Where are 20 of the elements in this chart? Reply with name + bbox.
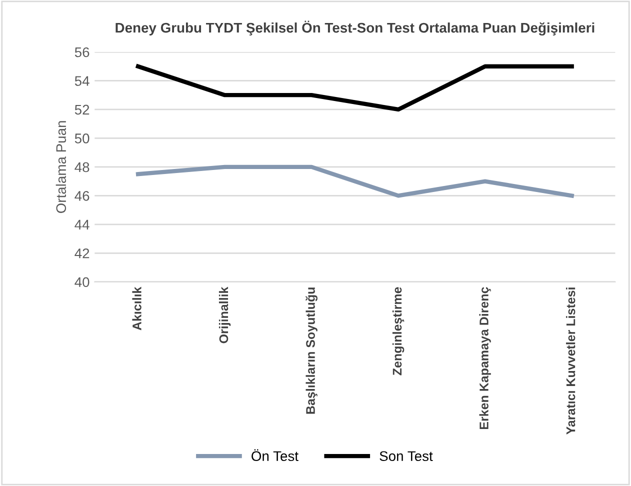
y-tick-label: 40 <box>74 277 90 288</box>
y-tick-label: 48 <box>74 162 90 172</box>
y-tick-label: 46 <box>74 191 90 201</box>
x-tick-label: Erken Kapamaya Direnç <box>479 287 491 430</box>
x-tick-label: Zenginleştirme <box>392 287 404 376</box>
y-tick-label: 52 <box>74 104 90 115</box>
y-tick-label: 42 <box>74 248 90 258</box>
x-tick-label: Başlıkların Soyutluğu <box>306 288 318 414</box>
chart-title: Deney Grubu TYDT Şekilsel Ön Test-Son Test Ortalama Puan Değişimleri <box>116 20 594 36</box>
legend-label: Son Test <box>380 451 433 462</box>
y-tick-label: 44 <box>74 220 90 230</box>
y-tick-label: 50 <box>74 134 90 144</box>
y-tick-label: 56 <box>74 47 90 58</box>
y-tick-label: 54 <box>74 76 90 86</box>
legend-label: Ön Test <box>252 449 298 462</box>
x-tick-label: Akıcılık <box>132 286 142 330</box>
x-tick-label: Yaratıcı Kuvvetler Listesi <box>566 288 576 435</box>
line-series <box>136 164 574 198</box>
y-axis-title: Ortalama Puan <box>56 121 66 213</box>
x-tick-label: Orijinallik <box>218 286 231 344</box>
